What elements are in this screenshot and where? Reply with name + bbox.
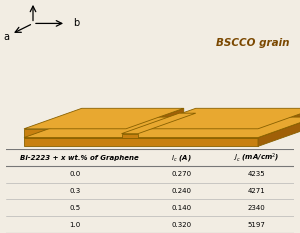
Text: b: b <box>74 18 80 28</box>
Polygon shape <box>138 108 300 129</box>
Polygon shape <box>258 117 300 146</box>
Polygon shape <box>24 117 300 137</box>
Polygon shape <box>138 129 258 137</box>
Text: a: a <box>4 32 10 42</box>
Polygon shape <box>258 108 300 137</box>
Text: BSCCO grain: BSCCO grain <box>216 38 290 48</box>
Polygon shape <box>126 108 184 137</box>
Polygon shape <box>24 108 184 129</box>
Polygon shape <box>122 113 196 134</box>
Polygon shape <box>24 129 126 137</box>
Polygon shape <box>122 134 138 137</box>
Polygon shape <box>24 137 258 146</box>
